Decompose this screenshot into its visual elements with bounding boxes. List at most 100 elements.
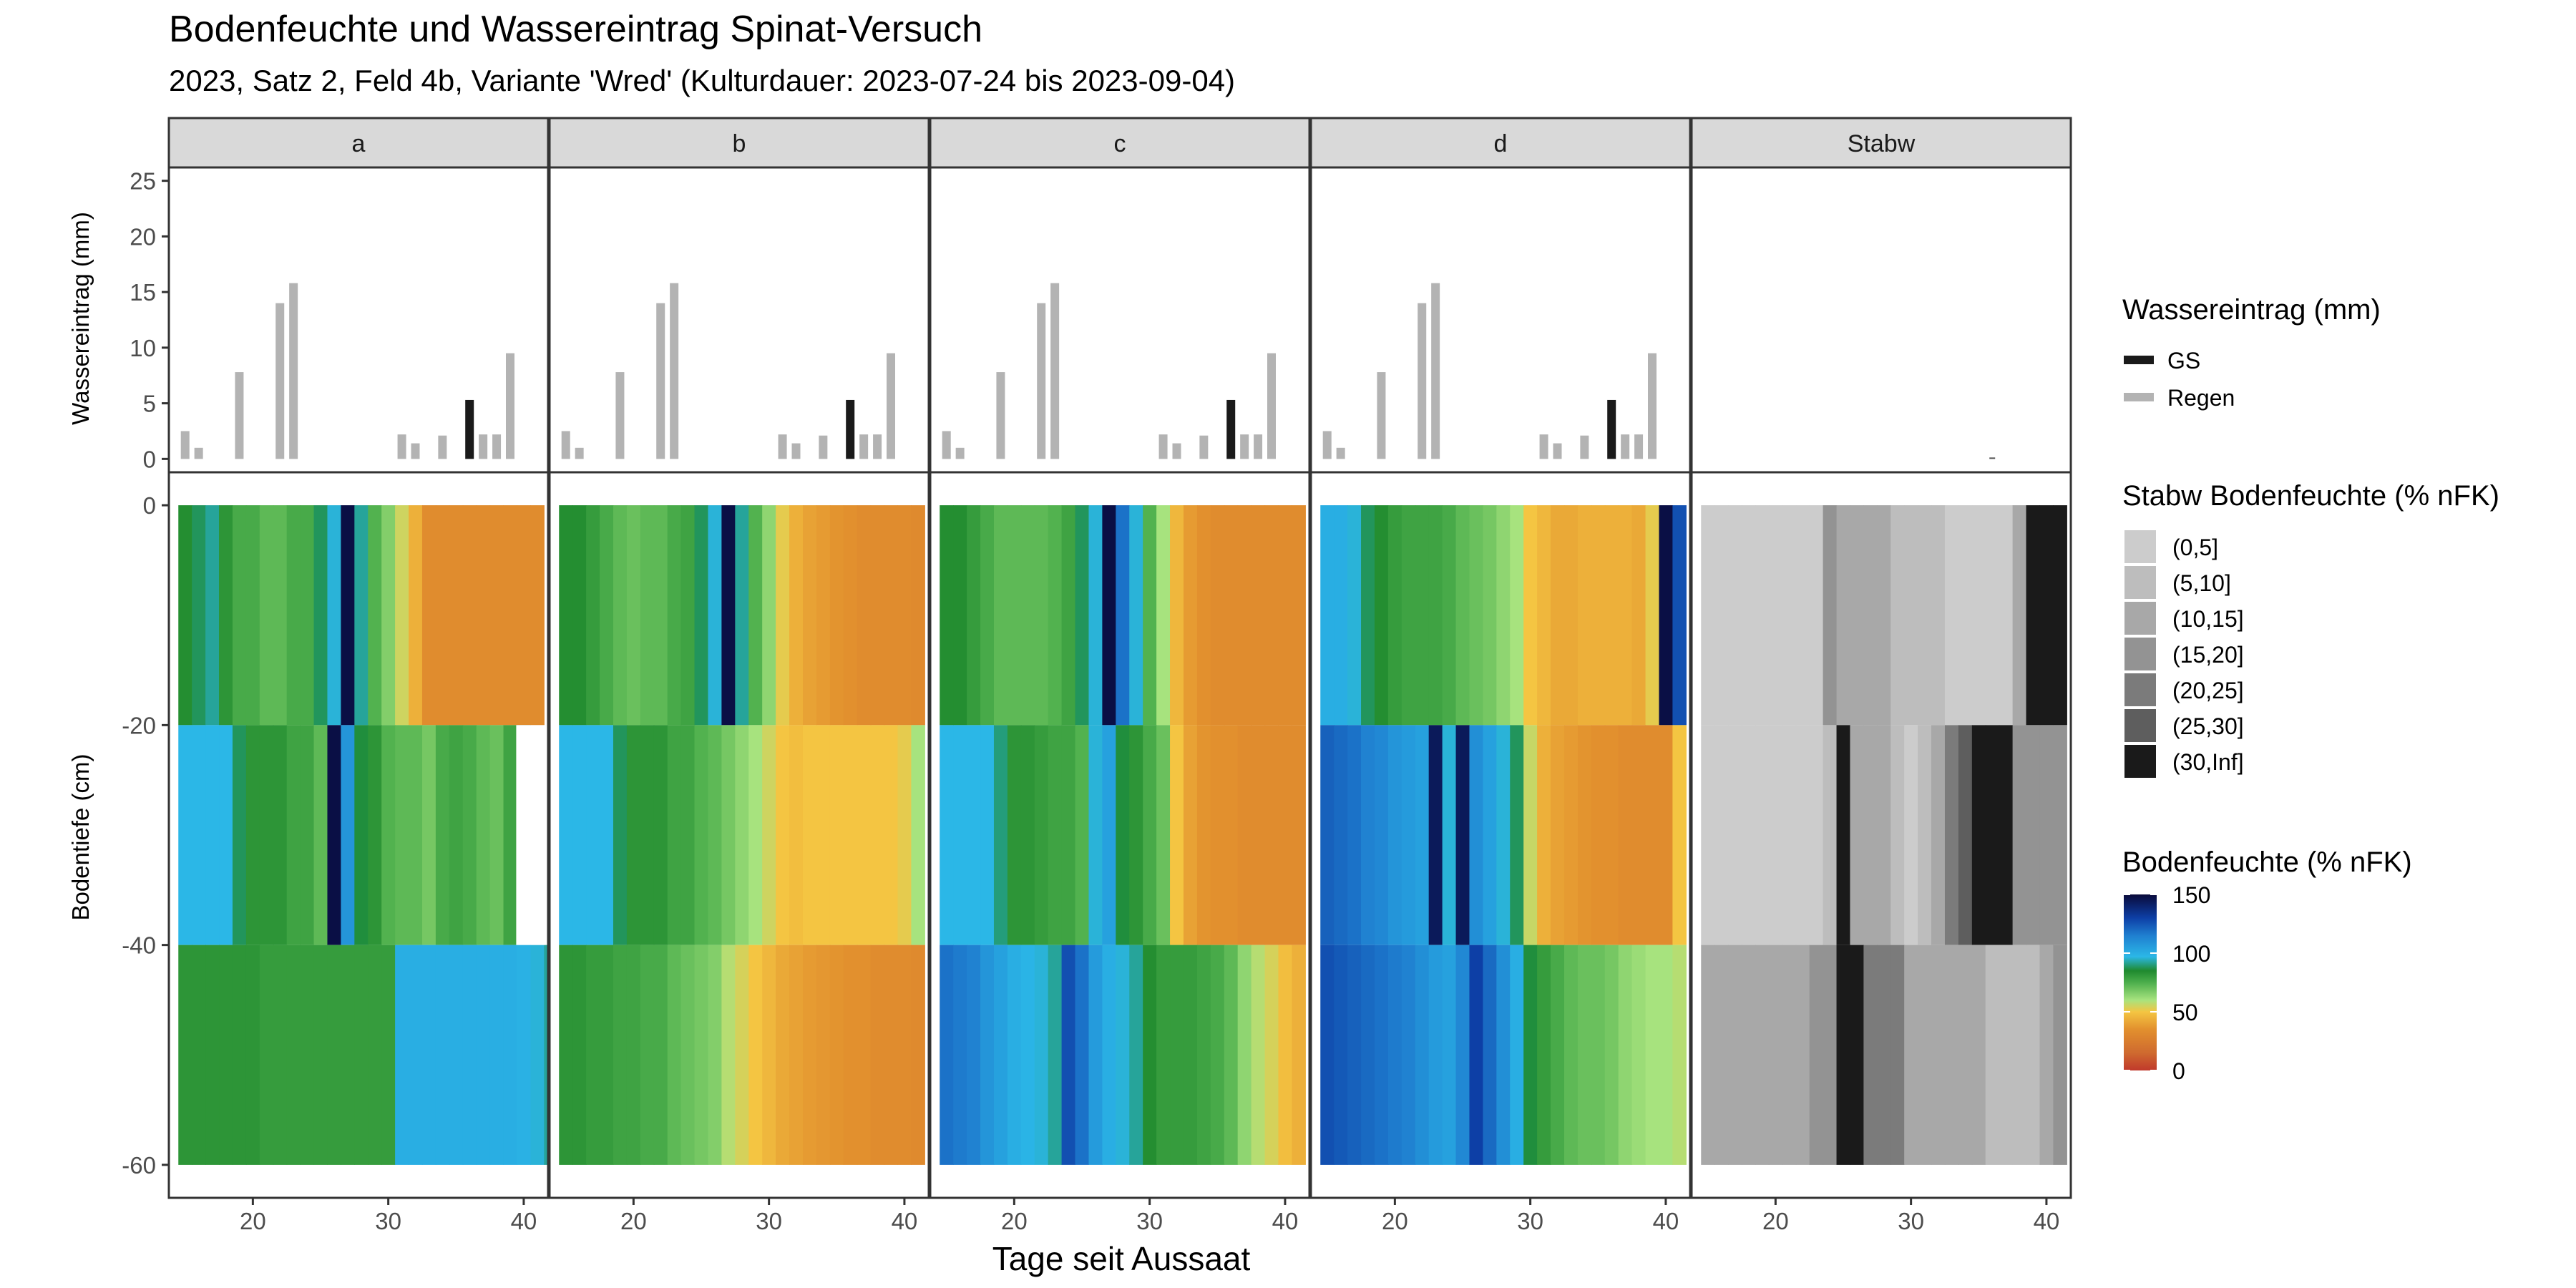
- moisture-tile: [435, 945, 450, 1165]
- moisture-tile: [476, 945, 491, 1165]
- moisture-tile: [517, 505, 531, 726]
- moisture-tile: [640, 505, 655, 726]
- moisture-tile: [1645, 505, 1660, 726]
- moisture-tile: [1401, 945, 1416, 1165]
- y-tick-label-water: 0: [143, 446, 156, 472]
- legend-water-label: GS: [2167, 348, 2200, 374]
- legend-moisture-label: 100: [2172, 941, 2210, 967]
- moisture-tile: [1483, 945, 1497, 1165]
- moisture-tile: [1361, 945, 1375, 1165]
- moisture-tile: [653, 505, 668, 726]
- moisture-tile: [1985, 725, 2000, 945]
- moisture-tile: [1320, 725, 1335, 945]
- y-tick-label-water: 15: [130, 279, 156, 306]
- x-tick-label: 20: [1762, 1208, 1789, 1234]
- moisture-tile: [1048, 945, 1063, 1165]
- water-bar-regen: [479, 434, 488, 459]
- moisture-tile: [341, 945, 355, 1165]
- moisture-tile: [1116, 505, 1130, 726]
- water-bar-gs: [1226, 399, 1236, 459]
- moisture-tile: [1631, 725, 1646, 945]
- water-bar-regen: [778, 434, 787, 459]
- moisture-tile: [857, 945, 872, 1165]
- moisture-tile: [1170, 725, 1184, 945]
- moisture-tile: [1196, 945, 1211, 1165]
- legend-stabw-key: [2123, 636, 2157, 672]
- facet-strip: [1309, 117, 1692, 169]
- moisture-tile: [1659, 945, 1673, 1165]
- moisture-tile: [259, 725, 274, 945]
- moisture-tile: [395, 725, 409, 945]
- moisture-tile: [667, 725, 682, 945]
- moisture-tile: [517, 945, 531, 1165]
- moisture-tile: [572, 725, 587, 945]
- moisture-tile: [1768, 945, 1783, 1165]
- water-bar-regen: [1580, 435, 1589, 459]
- moisture-tile: [409, 945, 423, 1165]
- moisture-tile: [1904, 725, 1918, 945]
- moisture-tile: [1877, 505, 1891, 726]
- moisture-tile: [503, 945, 518, 1165]
- water-bar-regen: [887, 353, 895, 459]
- moisture-tile: [843, 725, 858, 945]
- soil-panel-border: [167, 471, 550, 1199]
- moisture-tile: [1183, 725, 1198, 945]
- moisture-tile: [205, 505, 220, 726]
- moisture-tile: [667, 945, 682, 1165]
- moisture-tile: [1768, 505, 1783, 726]
- x-tick-label: 20: [240, 1208, 266, 1234]
- moisture-tile: [1768, 725, 1783, 945]
- moisture-tile: [802, 505, 817, 726]
- moisture-tile: [776, 505, 790, 726]
- moisture-tile: [1347, 725, 1362, 945]
- moisture-tile: [1102, 725, 1116, 945]
- moisture-tile: [789, 725, 804, 945]
- moisture-tile: [1551, 725, 1565, 945]
- moisture-tile: [789, 505, 804, 726]
- moisture-tile: [1577, 505, 1592, 726]
- legend-moisture-title: Bodenfeuchte (% nFK): [2122, 847, 2412, 878]
- moisture-tile: [1496, 725, 1511, 945]
- water-bar-gs: [1607, 399, 1616, 459]
- moisture-tile: [1523, 945, 1538, 1165]
- moisture-tile: [1931, 505, 1946, 726]
- moisture-tile: [313, 725, 328, 945]
- moisture-tile: [1631, 505, 1646, 726]
- moisture-tile: [1143, 725, 1157, 945]
- moisture-tile: [1782, 945, 1797, 1165]
- moisture-tile: [205, 725, 220, 945]
- moisture-tile: [1618, 725, 1633, 945]
- x-tick-label: 40: [1272, 1208, 1299, 1234]
- moisture-tile: [1823, 945, 1838, 1165]
- moisture-tile: [1183, 505, 1198, 726]
- moisture-tile: [1523, 505, 1538, 726]
- legend-water-title: Wassereintrag (mm): [2122, 294, 2381, 326]
- moisture-tile: [1823, 725, 1838, 945]
- moisture-tile: [2053, 945, 2067, 1165]
- moisture-tile: [1347, 945, 1362, 1165]
- moisture-tile: [735, 505, 749, 726]
- moisture-tile: [489, 505, 504, 726]
- moisture-tile: [559, 505, 573, 726]
- moisture-tile: [1374, 725, 1389, 945]
- moisture-tile: [953, 945, 967, 1165]
- moisture-tile: [1143, 945, 1157, 1165]
- moisture-tile: [503, 725, 518, 945]
- moisture-tile: [245, 945, 260, 1165]
- moisture-tile: [1877, 945, 1891, 1165]
- moisture-tile: [1645, 725, 1660, 945]
- moisture-tile: [1237, 505, 1252, 726]
- moisture-tile: [1224, 945, 1239, 1165]
- moisture-tile: [232, 945, 247, 1165]
- moisture-tile: [572, 505, 587, 726]
- water-bar-regen: [873, 434, 882, 459]
- legend-stabw-key: [2123, 600, 2157, 636]
- moisture-tile: [870, 945, 885, 1165]
- moisture-tile: [1292, 945, 1306, 1165]
- moisture-tile: [1455, 725, 1470, 945]
- moisture-tile: [1334, 505, 1348, 726]
- moisture-tile: [341, 725, 355, 945]
- water-bar-regen: [1621, 434, 1630, 459]
- moisture-tile: [462, 945, 477, 1165]
- moisture-tile: [1170, 945, 1184, 1165]
